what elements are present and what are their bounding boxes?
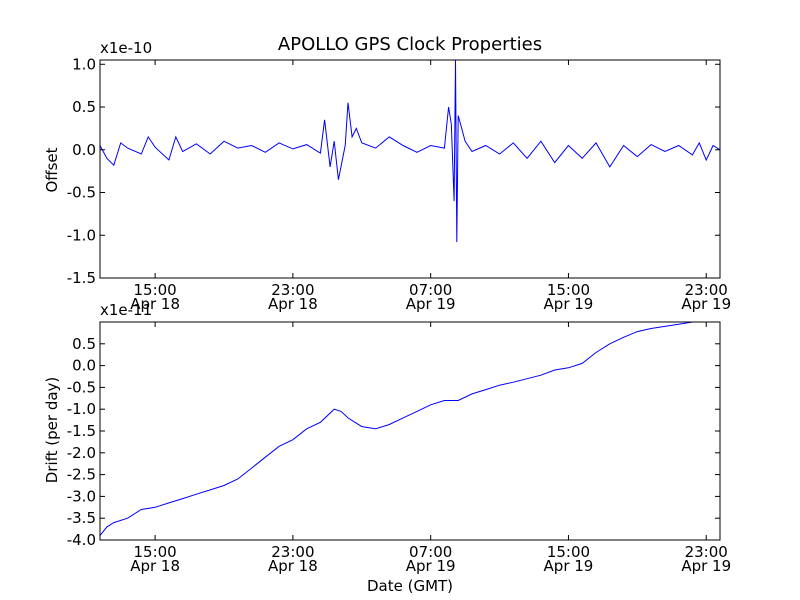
drift-ytick-label: -1.0 (67, 400, 96, 418)
offset-scale-label: x1e-10 (100, 39, 152, 57)
drift-ytick-label: -3.0 (67, 487, 96, 505)
chart-title: APOLLO GPS Clock Properties (278, 34, 542, 55)
drift-xtick-date-label: Apr 19 (406, 557, 456, 575)
x-axis-label: Date (GMT) (367, 577, 453, 595)
drift-xtick-date-label: Apr 18 (130, 557, 180, 575)
offset-xtick-time-label: 23:00 (271, 281, 314, 299)
drift-xtick-time-label: 23:00 (271, 543, 314, 561)
drift-xtick-date-label: Apr 19 (681, 557, 731, 575)
offset-ytick-label: 0.5 (72, 98, 96, 116)
drift-xtick-date-label: Apr 18 (268, 557, 318, 575)
offset-xtick-time-label: 23:00 (685, 281, 728, 299)
drift-ytick-label: -0.5 (67, 378, 96, 396)
offset-series-line (99, 59, 721, 243)
drift-xtick-time-label: 15:00 (547, 543, 590, 561)
offset-xtick-date-label: Apr 18 (268, 295, 318, 313)
drift-series-line (99, 321, 720, 536)
drift-ytick-label: -1.5 (67, 422, 96, 440)
drift-ytick-label: -2.0 (67, 444, 96, 462)
offset-xtick-date-label: Apr 18 (130, 295, 180, 313)
offset-xtick-date-label: Apr 19 (681, 295, 731, 313)
offset-axes-frame (99, 59, 721, 279)
offset-xtick-date-label: Apr 19 (544, 295, 594, 313)
offset-xtick-time-label: 15:00 (133, 281, 176, 299)
drift-ytick-label: 0.5 (72, 335, 96, 353)
drift-ytick-label: -4.0 (67, 531, 96, 549)
drift-xtick-time-label: 15:00 (133, 543, 176, 561)
drift-xtick-time-label: 07:00 (409, 543, 452, 561)
offset-ytick-label: 0.0 (72, 141, 96, 159)
drift-xtick-date-label: Apr 19 (544, 557, 594, 575)
offset-y-label: Offset (43, 147, 61, 192)
offset-xtick-date-label: Apr 19 (406, 295, 456, 313)
offset-xtick-time-label: 15:00 (547, 281, 590, 299)
drift-panel: x1e-11 Drift (per day) 0.5 0.0 -0.5 -1.0 -1.… (43, 301, 731, 575)
drift-scale-label: x1e-11 (100, 301, 152, 319)
offset-ytick-label: -1.0 (67, 226, 96, 244)
offset-xtick-time-label: 07:00 (409, 281, 452, 299)
drift-axes-frame (99, 321, 721, 541)
drift-ytick-label: 0.0 (72, 357, 96, 375)
drift-ytick-label: -3.5 (67, 509, 96, 527)
offset-ytick-label: -0.5 (67, 184, 96, 202)
drift-xtick-time-label: 23:00 (685, 543, 728, 561)
offset-panel: x1e-10 Offset 1.0 0.5 0.0 -0.5 -1.0 -1.5 15:00… (43, 39, 731, 313)
drift-ytick-label: -2.5 (67, 466, 96, 484)
drift-y-label: Drift (per day) (43, 377, 61, 484)
offset-ytick-label: -1.5 (67, 269, 96, 287)
offset-ytick-label: 1.0 (72, 55, 96, 73)
